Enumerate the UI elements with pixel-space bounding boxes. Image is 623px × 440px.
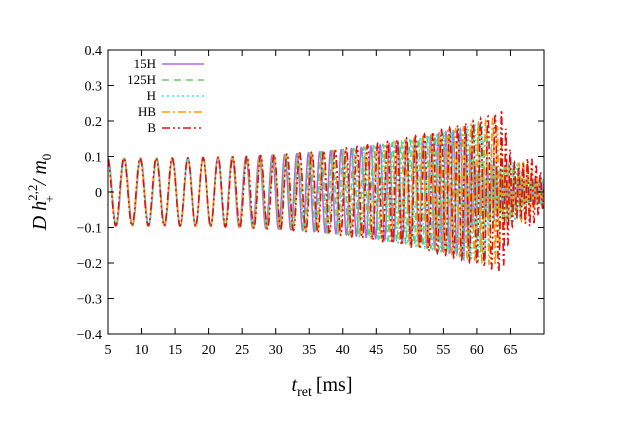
x-tick-label: 15 xyxy=(168,343,182,358)
x-tick-label: 60 xyxy=(470,343,484,358)
legend-label-h: H xyxy=(147,88,156,103)
y-tick-label: −0.1 xyxy=(77,222,102,237)
y-tick-label: 0.3 xyxy=(85,80,103,95)
x-tick-label: 50 xyxy=(403,343,417,358)
y-tick-label: −0.4 xyxy=(77,328,102,343)
legend-label-15h: 15H xyxy=(134,56,156,71)
y-tick-label: 0 xyxy=(95,186,102,201)
x-tick-label: 20 xyxy=(202,343,216,358)
x-tick-label: 45 xyxy=(369,343,383,358)
x-tick-label: 35 xyxy=(302,343,316,358)
ticks-layer: 5 10 15 20 25 30 35 40 45 50 55 60 65 −0.4 −0.3 −0.2 −0.… xyxy=(77,44,544,358)
x-tick-label: 65 xyxy=(503,343,517,358)
y-tick-label: 0.4 xyxy=(85,44,103,59)
x-tick-label: 5 xyxy=(105,343,112,358)
legend-label-hb: HB xyxy=(138,104,156,119)
y-axis-title: D h2,2 +/ m0 xyxy=(25,154,57,232)
x-axis-title: tret [ms] xyxy=(292,374,353,400)
legend-label-b: B xyxy=(147,120,156,135)
x-tick-label: 55 xyxy=(436,343,450,358)
y-tick-label: 0.2 xyxy=(85,115,103,130)
y-tick-label: −0.3 xyxy=(77,293,102,308)
x-tick-label: 25 xyxy=(235,343,249,358)
x-tick-label: 40 xyxy=(336,343,350,358)
y-tick-label: 0.1 xyxy=(85,151,103,166)
y-tick-label: −0.2 xyxy=(77,257,102,272)
legend-label-125h: 125H xyxy=(127,72,156,87)
x-tick-label: 10 xyxy=(135,343,149,358)
x-tick-label: 30 xyxy=(269,343,283,358)
series-layer xyxy=(108,109,544,273)
series-line-b xyxy=(108,109,544,273)
